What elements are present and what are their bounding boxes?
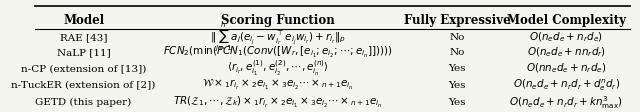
Text: $O(n_e d_e + n_r d_e)$: $O(n_e d_e + n_r d_e)$ <box>529 30 604 44</box>
Text: n-CP (extension of [13]): n-CP (extension of [13]) <box>21 63 147 72</box>
Text: Model: Model <box>63 14 104 27</box>
Text: $FCN_2(\min(FCN_1(Conv([W_r, [e_{i_1}; e_{i_2}; \cdots; e_{i_n}]]))))$: $FCN_2(\min(FCN_1(Conv([W_r, [e_{i_1}; e… <box>163 44 393 59</box>
Text: n-TuckER (extension of [2]): n-TuckER (extension of [2]) <box>12 80 156 89</box>
Text: Yes: Yes <box>448 97 466 106</box>
Text: No: No <box>449 47 465 56</box>
Text: $O(n_e d_e + n_r d_r + kn_{\max}^3)$: $O(n_e d_e + n_r d_r + kn_{\max}^3)$ <box>509 93 623 110</box>
Text: $O(nn_e d_e + n_r d_e)$: $O(nn_e d_e + n_r d_e)$ <box>526 61 607 74</box>
Text: RAE [43]: RAE [43] <box>60 33 108 42</box>
Text: Yes: Yes <box>448 63 466 72</box>
Text: $\langle r_{i_r}, e_{i_1}^{(1)}, e_{i_2}^{(2)}, \cdots, e_{i_n}^{(n)}\rangle$: $\langle r_{i_r}, e_{i_1}^{(1)}, e_{i_2}… <box>227 58 329 77</box>
Text: $O(n_e d_e + n_r d_r + d_e^n d_r)$: $O(n_e d_e + n_r d_r + d_e^n d_r)$ <box>513 77 620 92</box>
Text: No: No <box>449 33 465 42</box>
Text: Scoring Function: Scoring Function <box>221 14 335 27</box>
Text: $\mathcal{W} \times_1 r_{i_r} \times_2 e_{i_1} \times_3 e_{i_2} \cdots \times_{n: $\mathcal{W} \times_1 r_{i_r} \times_2 e… <box>202 78 353 92</box>
Text: Fully Expressive: Fully Expressive <box>404 14 510 27</box>
Text: Yes: Yes <box>448 80 466 89</box>
Text: NaLP [11]: NaLP [11] <box>57 47 111 56</box>
Text: $O(n_e d_e + nn_r d_r)$: $O(n_e d_e + nn_r d_r)$ <box>527 45 606 59</box>
Text: Model Complexity: Model Complexity <box>507 14 626 27</box>
Text: $\|\sum_{j=1}^{n} a_j(e_{i_j} - w_{i_r}^\top e_{i_j} w_{i_r}) + r_{i_r}\|_p$: $\|\sum_{j=1}^{n} a_j(e_{i_j} - w_{i_r}^… <box>210 21 346 53</box>
Text: $TR(\mathcal{Z}_1, \cdots, \mathcal{Z}_k) \times_1 r_{i_r} \times_2 e_{i_1} \tim: $TR(\mathcal{Z}_1, \cdots, \mathcal{Z}_k… <box>173 94 383 109</box>
Text: GETD (this paper): GETD (this paper) <box>35 97 132 106</box>
